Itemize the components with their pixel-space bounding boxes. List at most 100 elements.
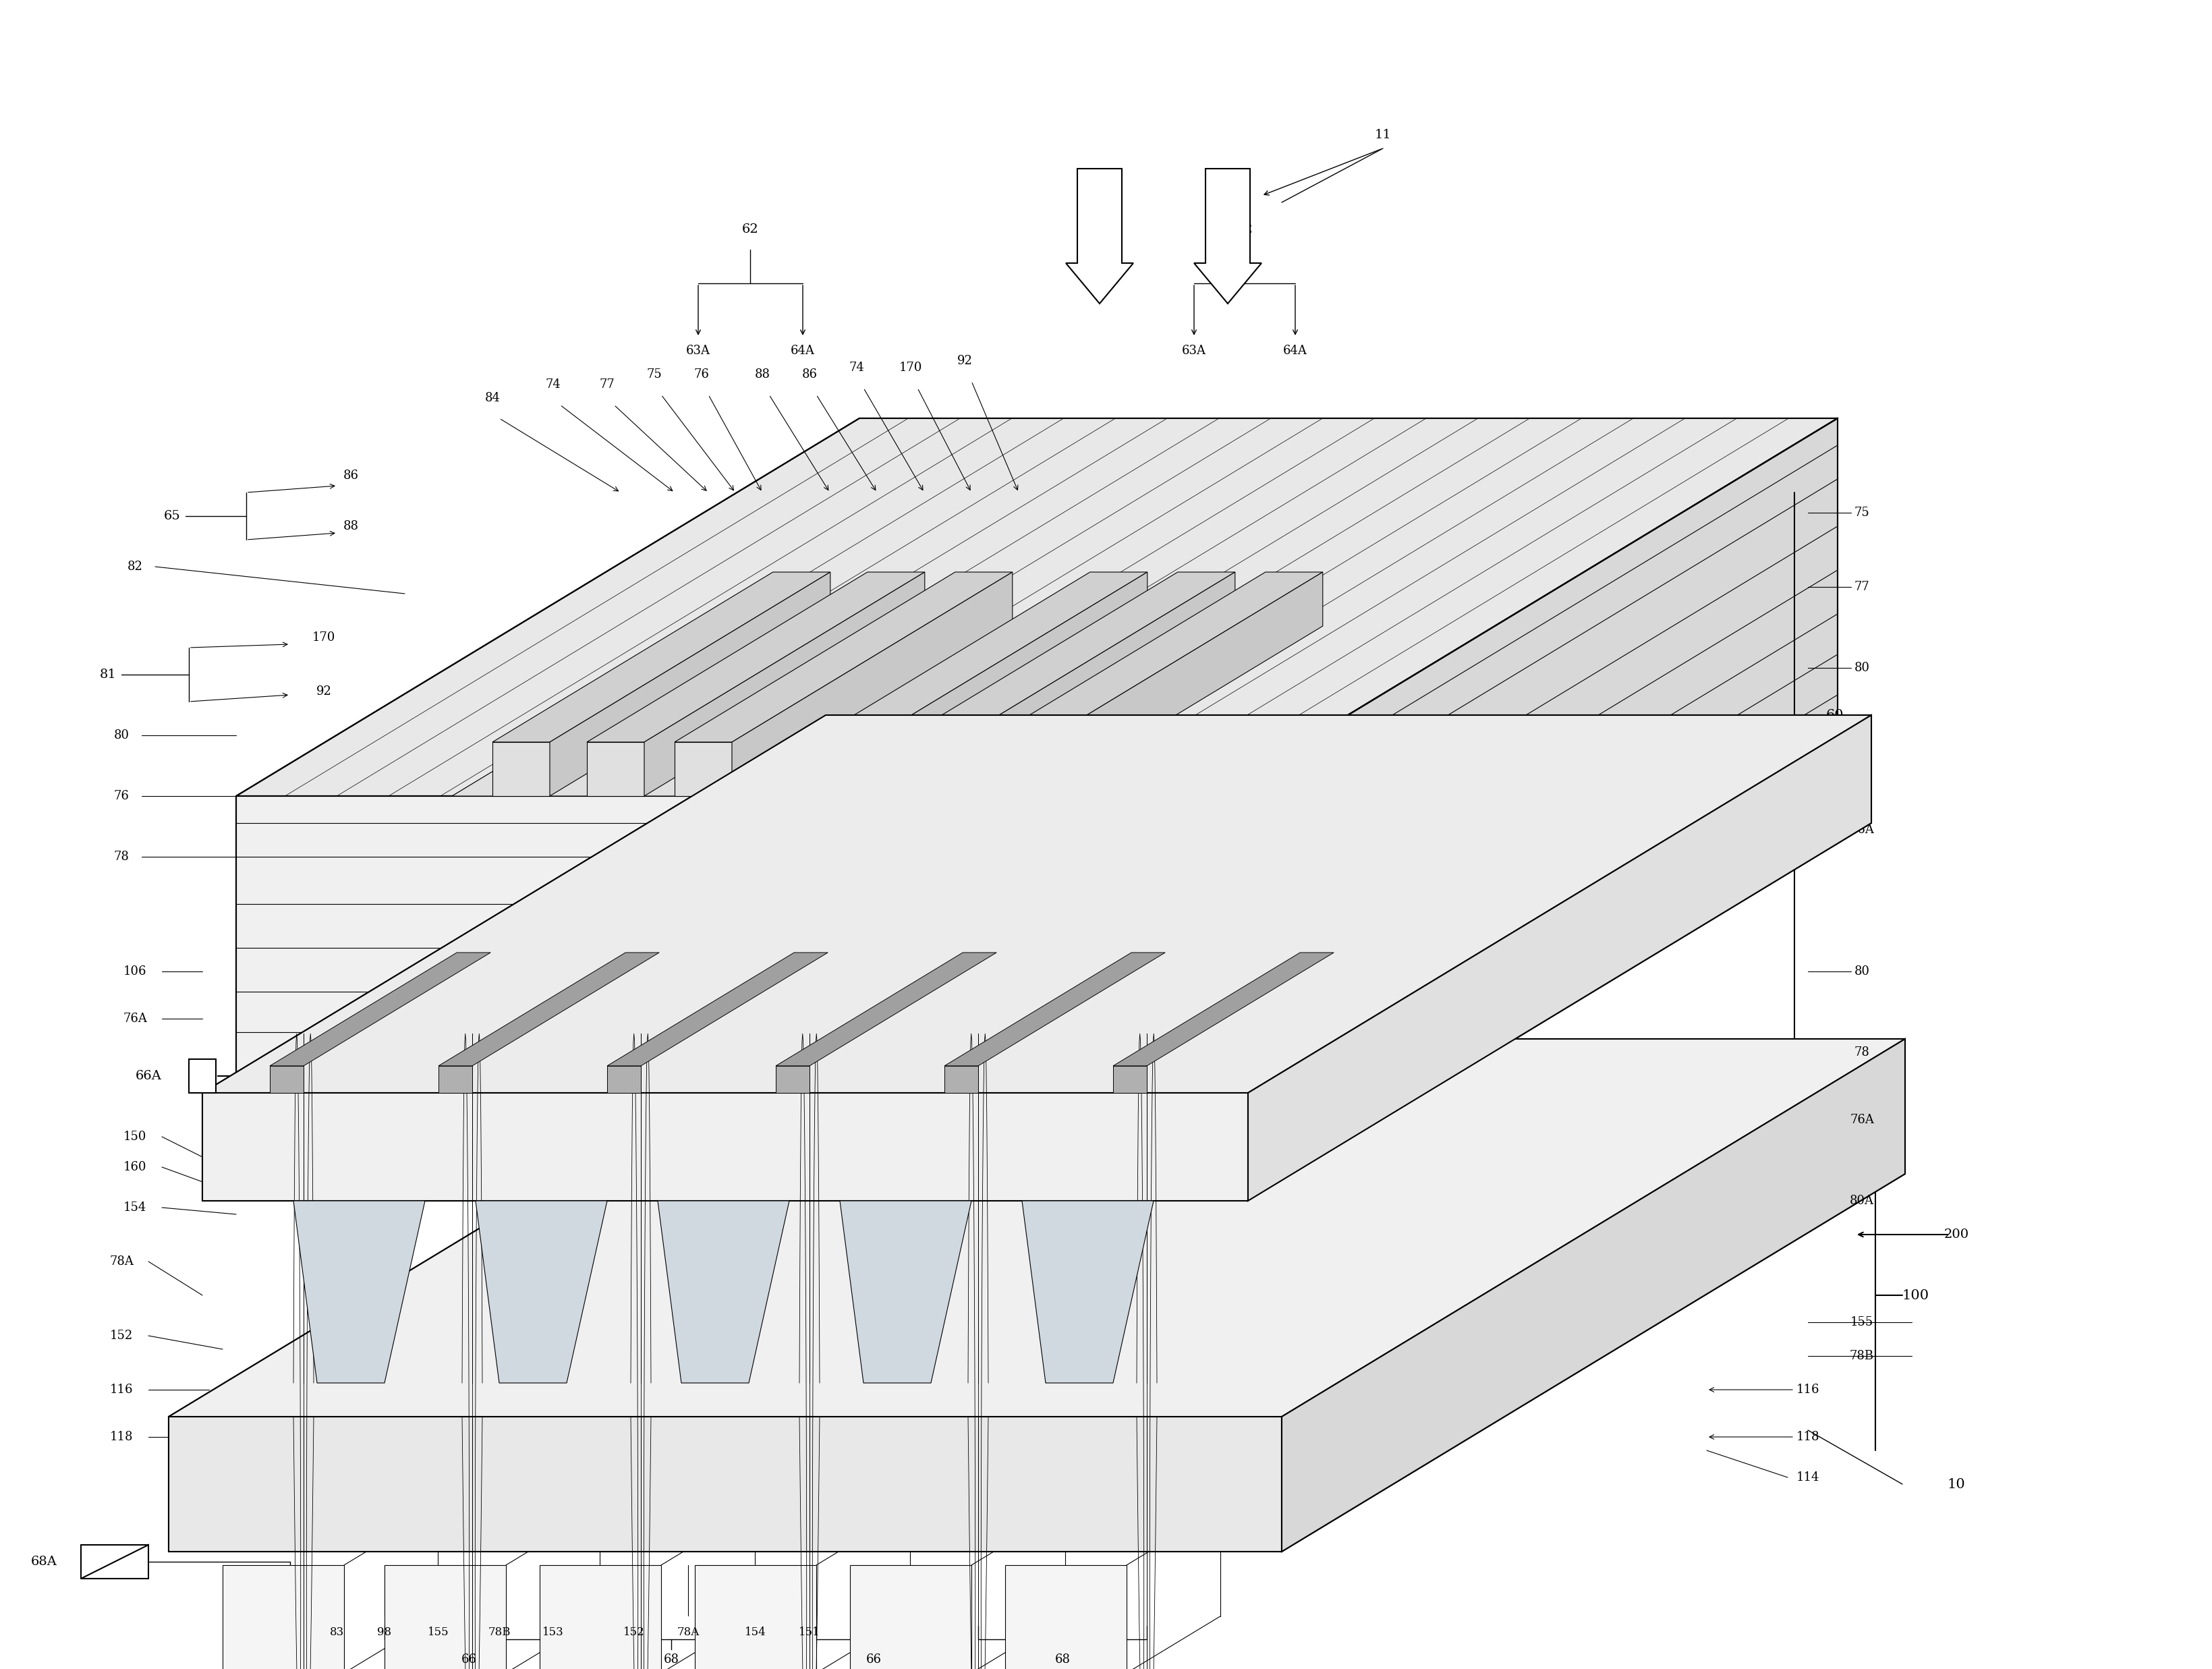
Polygon shape <box>385 1566 507 1669</box>
Text: 80A: 80A <box>1849 1195 1874 1207</box>
Polygon shape <box>956 572 1234 796</box>
Text: 154: 154 <box>124 1202 146 1213</box>
Polygon shape <box>1004 1566 1126 1669</box>
Text: 68: 68 <box>1055 1654 1071 1666</box>
Text: 66: 66 <box>460 1654 476 1666</box>
Polygon shape <box>493 572 830 743</box>
Text: 80: 80 <box>1854 965 1869 978</box>
Polygon shape <box>606 1066 641 1093</box>
Polygon shape <box>188 1060 217 1093</box>
Text: 11: 11 <box>1374 129 1391 140</box>
Polygon shape <box>1248 714 1871 1200</box>
Polygon shape <box>810 572 1148 743</box>
Text: 151: 151 <box>799 1627 821 1639</box>
Polygon shape <box>776 1066 810 1093</box>
Polygon shape <box>1113 1066 1146 1093</box>
Text: 75: 75 <box>1854 507 1869 519</box>
Polygon shape <box>168 1038 1905 1417</box>
Text: 160: 160 <box>124 1162 146 1173</box>
Polygon shape <box>1066 169 1133 304</box>
Text: 78: 78 <box>1854 743 1869 754</box>
Text: 63A: 63A <box>686 345 710 357</box>
Polygon shape <box>1022 1200 1155 1384</box>
Polygon shape <box>294 1200 425 1384</box>
Polygon shape <box>695 1566 816 1669</box>
Polygon shape <box>270 1066 303 1093</box>
Polygon shape <box>223 1566 345 1669</box>
Polygon shape <box>1194 169 1261 304</box>
Polygon shape <box>675 572 1013 743</box>
Polygon shape <box>237 419 1838 796</box>
Polygon shape <box>984 572 1323 743</box>
Text: 86: 86 <box>343 469 358 482</box>
Text: 76: 76 <box>113 789 128 803</box>
Text: 116: 116 <box>111 1384 133 1395</box>
Text: 66A: 66A <box>135 1070 161 1082</box>
Polygon shape <box>606 953 827 1066</box>
Polygon shape <box>493 743 551 796</box>
Polygon shape <box>945 1066 978 1093</box>
Polygon shape <box>657 1200 790 1384</box>
Text: 153: 153 <box>542 1627 564 1639</box>
Text: 80: 80 <box>113 729 128 741</box>
Text: 100: 100 <box>1902 1288 1929 1302</box>
Text: 68: 68 <box>664 1654 679 1666</box>
Polygon shape <box>551 572 830 796</box>
Text: 88: 88 <box>754 369 770 381</box>
Text: 81: 81 <box>100 669 117 681</box>
Text: 84: 84 <box>484 392 500 404</box>
Text: 116: 116 <box>1796 1384 1820 1395</box>
Text: 74: 74 <box>849 362 865 374</box>
Polygon shape <box>201 714 1871 1093</box>
Text: 60: 60 <box>1825 709 1845 721</box>
Polygon shape <box>1214 419 1838 1133</box>
Polygon shape <box>82 1545 148 1579</box>
Text: 10: 10 <box>1947 1477 1964 1490</box>
Polygon shape <box>849 1566 971 1669</box>
Polygon shape <box>841 1200 971 1384</box>
Polygon shape <box>168 1417 1281 1552</box>
Text: 200: 200 <box>1944 1228 1969 1240</box>
Polygon shape <box>451 683 1199 796</box>
Text: 64A: 64A <box>1283 345 1307 357</box>
Text: 66: 66 <box>865 1654 880 1666</box>
Text: 78B: 78B <box>489 1627 511 1639</box>
Text: 82: 82 <box>128 561 142 572</box>
Polygon shape <box>984 743 1042 796</box>
Polygon shape <box>644 572 925 796</box>
Text: 170: 170 <box>312 631 336 644</box>
Polygon shape <box>201 1093 1248 1200</box>
Text: 62: 62 <box>1237 224 1252 235</box>
Text: 74: 74 <box>546 379 562 391</box>
Text: 64A: 64A <box>790 345 814 357</box>
Text: 118: 118 <box>111 1430 133 1444</box>
Text: 76A: 76A <box>1849 824 1874 836</box>
Text: 78A: 78A <box>108 1255 133 1267</box>
Text: 76A: 76A <box>124 1013 146 1025</box>
Text: 98: 98 <box>378 1627 392 1639</box>
Text: 80: 80 <box>1854 663 1869 674</box>
Polygon shape <box>1042 572 1323 796</box>
Text: 152: 152 <box>111 1330 133 1342</box>
Text: 62: 62 <box>741 224 759 235</box>
Text: 77: 77 <box>599 379 615 391</box>
Polygon shape <box>898 743 956 796</box>
Text: 78B: 78B <box>1849 1350 1874 1362</box>
Polygon shape <box>476 1200 606 1384</box>
Text: 92: 92 <box>316 686 332 698</box>
Polygon shape <box>898 572 1234 743</box>
Polygon shape <box>438 1066 471 1093</box>
Text: 75: 75 <box>646 369 661 381</box>
Polygon shape <box>237 796 1214 1133</box>
Text: 154: 154 <box>745 1627 765 1639</box>
Polygon shape <box>270 953 491 1066</box>
Text: 170: 170 <box>898 362 922 374</box>
Polygon shape <box>867 572 1148 796</box>
Text: 118: 118 <box>1796 1430 1820 1444</box>
Text: 88: 88 <box>343 521 358 532</box>
Text: 106: 106 <box>124 965 146 978</box>
Polygon shape <box>586 743 644 796</box>
Text: 83: 83 <box>330 1627 345 1639</box>
Text: 78A: 78A <box>677 1627 699 1639</box>
Text: 77: 77 <box>1854 581 1869 592</box>
